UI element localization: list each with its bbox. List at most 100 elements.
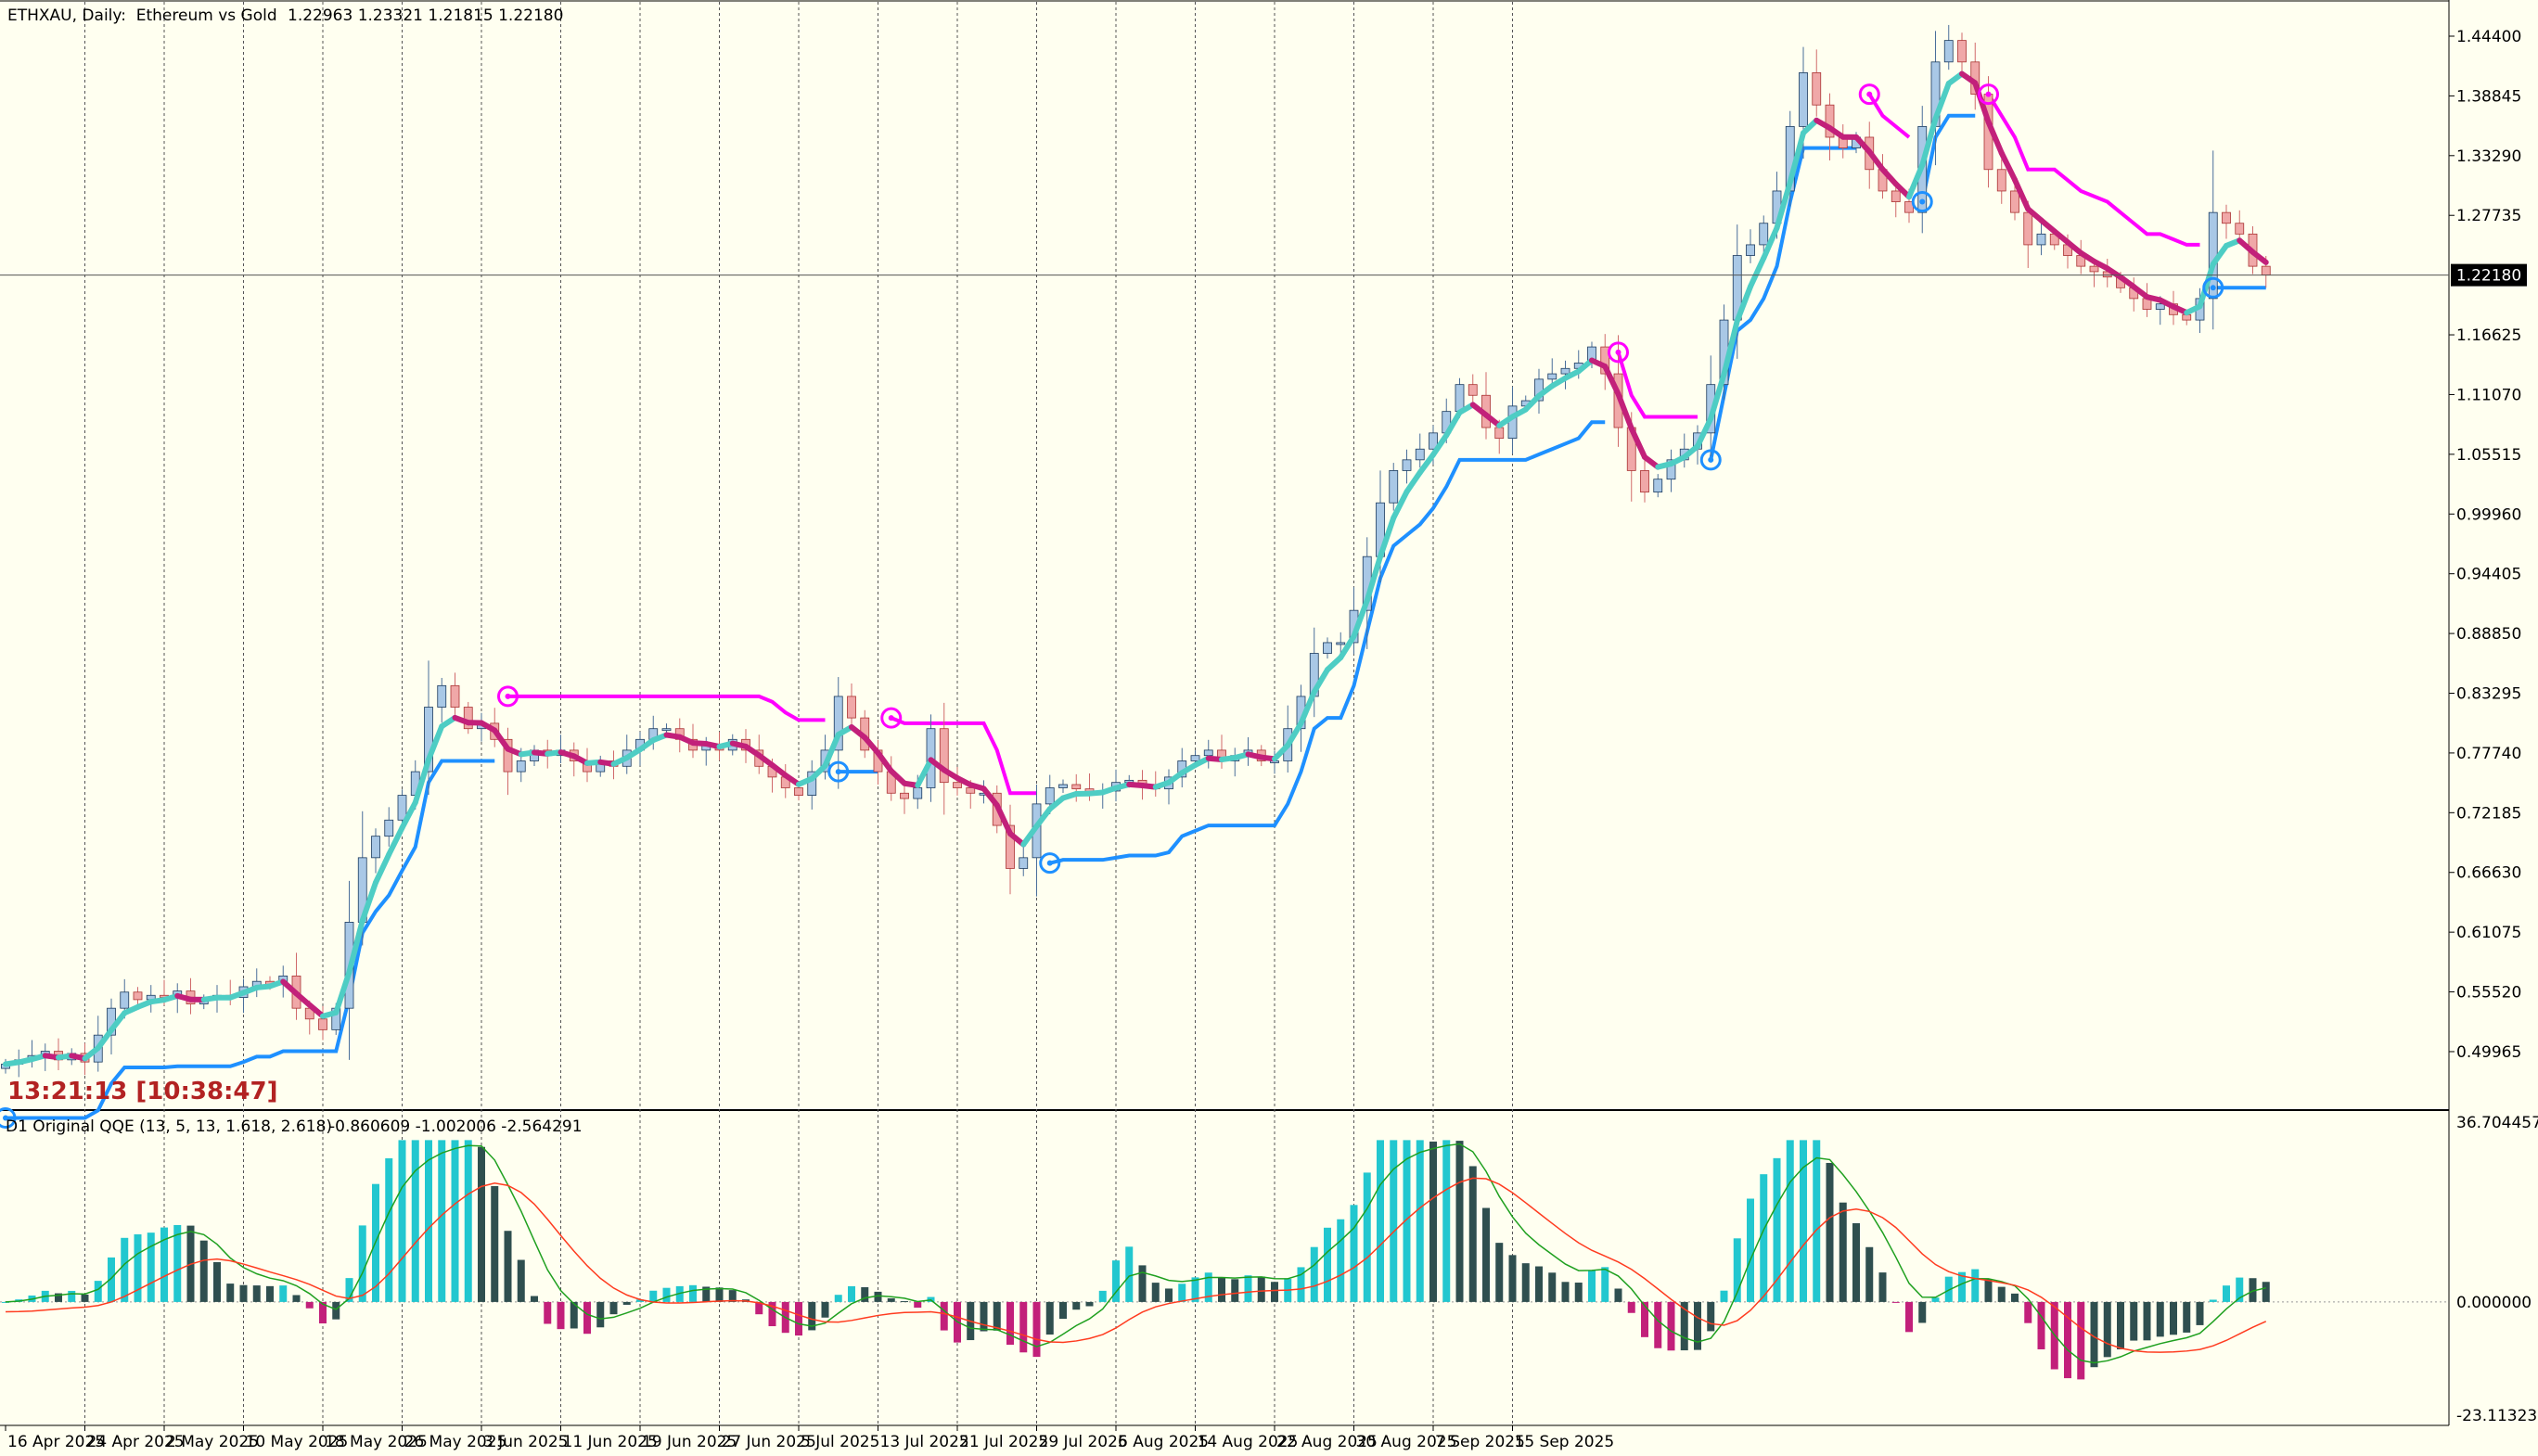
qqe-histogram-bar: [1852, 1223, 1860, 1302]
price-tick-label: 0.72185: [2456, 804, 2521, 823]
price-tick-label: 0.49965: [2456, 1043, 2521, 1062]
trend-segment-up: [1681, 443, 1700, 460]
candle-body: [1336, 642, 1346, 645]
bullish-candle: [1389, 463, 1399, 511]
qqe-histogram-bar: [504, 1231, 512, 1302]
trend-segment-down: [2250, 249, 2269, 265]
trend-segment-down: [1469, 402, 1489, 418]
price-tick-label: 0.99960: [2456, 505, 2521, 524]
qqe-histogram-bar: [2236, 1277, 2244, 1302]
bullish-candle: [1336, 632, 1346, 656]
trend-segment-down: [293, 990, 313, 1008]
time-tick-label: 13 Jul 2025: [880, 1433, 969, 1451]
qqe-histogram-bar: [531, 1296, 538, 1302]
trend-segment-up: [359, 879, 378, 924]
trend-segment-up: [1774, 179, 1793, 231]
qqe-histogram-bar: [1535, 1266, 1543, 1302]
bullish-candle: [1666, 449, 1676, 492]
qqe-histogram-bar: [1865, 1246, 1874, 1302]
qqe-histogram-bar: [715, 1287, 724, 1302]
qqe-histogram-bar: [1773, 1157, 1781, 1302]
qqe-histogram-bar: [834, 1295, 842, 1302]
bearish-candle: [1996, 159, 2006, 204]
bullish-candle: [807, 760, 817, 810]
trend-segment-down: [2051, 228, 2070, 246]
candle-body: [1825, 104, 1835, 138]
qqe-histogram-bar: [544, 1301, 552, 1324]
qqe-histogram-bar: [345, 1278, 353, 1302]
bearish-candle: [1891, 183, 1901, 218]
candle-body: [1058, 784, 1068, 788]
time-tick-label: 6 Aug 2025: [1118, 1433, 1209, 1451]
trend-segment-up: [1695, 415, 1714, 450]
qqe-histogram-bar: [596, 1301, 605, 1328]
signal-marker-dot: [835, 769, 841, 775]
trend-segment-up: [1575, 357, 1595, 375]
trend-segment-up: [1801, 117, 1820, 136]
bearish-candle: [847, 683, 856, 729]
qqe-histogram-bar: [1204, 1272, 1212, 1302]
qqe-histogram-bar: [1826, 1162, 1834, 1302]
qqe-histogram-bar: [1363, 1172, 1371, 1302]
candle-body: [1071, 784, 1082, 790]
qqe-histogram-bar: [491, 1185, 499, 1302]
bearish-candle: [1217, 734, 1226, 769]
qqe-histogram-bar: [1654, 1301, 1662, 1348]
candle-body: [953, 782, 962, 788]
bullish-candle: [1746, 229, 1755, 263]
price-tick-label: 0.94405: [2456, 566, 2521, 584]
qqe-histogram-bar: [2209, 1299, 2217, 1302]
qqe-histogram-bar: [728, 1290, 737, 1302]
qqe-histogram-bar: [808, 1301, 816, 1331]
trend-segment-down: [306, 1002, 326, 1019]
qqe-histogram-bar: [2037, 1301, 2045, 1349]
qqe-histogram-bar: [319, 1301, 327, 1324]
bullish-candle: [424, 660, 433, 796]
signal-marker-dot: [2210, 285, 2216, 291]
qqe-histogram-bar: [768, 1301, 776, 1327]
qqe-histogram-bar: [1098, 1290, 1107, 1302]
qqe-histogram-bar: [1971, 1269, 1980, 1302]
qqe-histogram-bar: [94, 1281, 102, 1302]
bullish-candle: [251, 968, 262, 998]
trend-segment-up: [1325, 654, 1344, 673]
trend-segment-up: [346, 917, 365, 976]
price-tick-label: 0.61075: [2456, 924, 2521, 942]
candle-body: [1759, 223, 1769, 246]
candle-body: [794, 787, 803, 796]
trend-segment-up: [1708, 371, 1727, 422]
qqe-tick-label: -23.113235: [2456, 1407, 2538, 1425]
candle-body: [1203, 749, 1213, 757]
price-tick-label: 0.88850: [2456, 625, 2521, 644]
qqe-histogram-bar: [134, 1233, 142, 1302]
time-tick-label: 14 Aug 2025: [1198, 1433, 1299, 1451]
bullish-candle: [1019, 842, 1029, 876]
candle-body: [1560, 367, 1570, 375]
time-tick-label: 27 Jun 2025: [722, 1433, 816, 1451]
sell-signal-marker: [497, 685, 519, 708]
bullish-candle: [1032, 785, 1042, 897]
bullish-candle: [1402, 449, 1412, 484]
trend-segment-down: [1853, 134, 1873, 155]
trend-segment-down: [280, 978, 300, 997]
qqe-histogram-bar: [1641, 1301, 1648, 1337]
trend-segment-up: [1285, 720, 1304, 748]
qqe-tick-label: 0.000000: [2456, 1294, 2532, 1312]
qqe-histogram-bar: [940, 1301, 948, 1331]
candle-body: [318, 1018, 327, 1030]
qqe-histogram-bar: [1521, 1263, 1530, 1302]
qqe-histogram-bar: [993, 1301, 1001, 1331]
trend-segment-up: [1351, 597, 1370, 640]
bullish-candle: [371, 828, 380, 874]
price-tick-label: 1.05515: [2456, 446, 2521, 465]
signal-marker-dot: [1919, 198, 1926, 205]
trend-segment-up: [1919, 116, 1939, 169]
qqe-histogram-bar: [980, 1301, 988, 1332]
qqe-histogram-bar: [2143, 1301, 2151, 1341]
qqe-histogram-bar: [2, 1301, 9, 1303]
trend-segment-down: [2025, 206, 2045, 224]
candle-body: [1812, 72, 1822, 106]
stop-line-up: [1049, 420, 1606, 865]
qqe-histogram-bar: [795, 1301, 802, 1336]
